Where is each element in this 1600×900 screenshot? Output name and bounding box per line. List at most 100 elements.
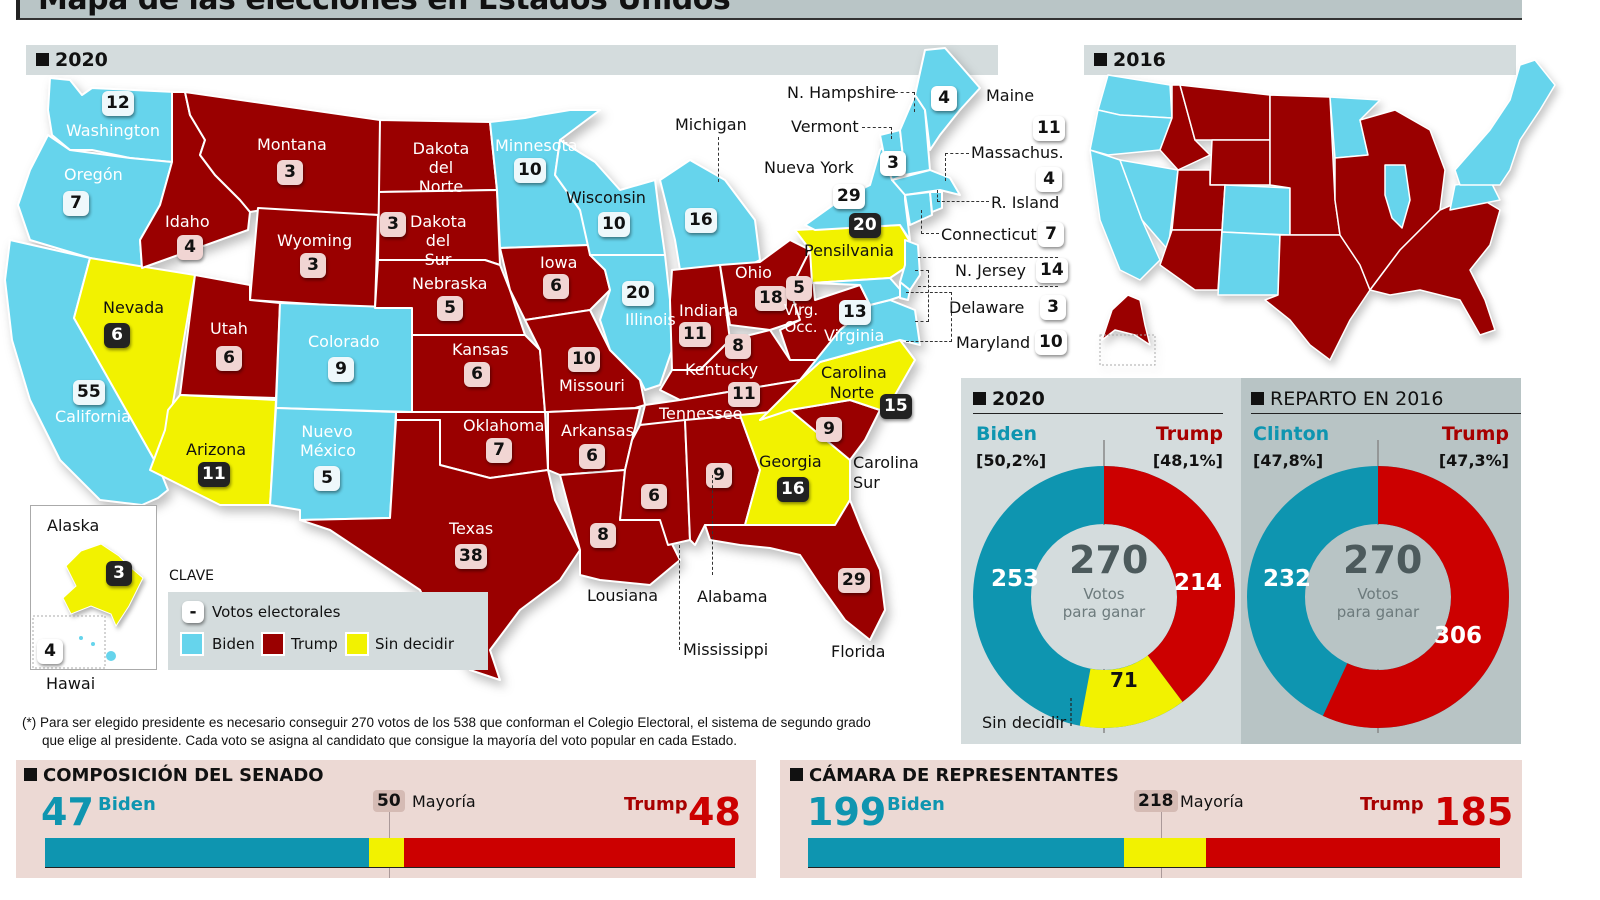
donut2016-hole [1306,525,1450,669]
label-nevada: Nevada [103,298,165,317]
legend-title: CLAVE [169,568,215,584]
hawaii-island [79,636,83,640]
badge-vermont: 3 [880,151,906,176]
donut2020-slice-trump[interactable] [973,466,1235,728]
badge-oklahoma: 7 [486,438,512,463]
label-southdakota: Dakota del Sur [410,212,467,269]
donut2020-chart [973,440,1235,733]
donut2016-chart [1247,440,1509,733]
donut2016-trump-value: 306 [1434,623,1483,649]
label-newjersey: N. Jersey [955,261,1026,280]
donut2016-slice-trump[interactable] [1247,466,1509,728]
label-iowa: Iowa [540,253,578,272]
label-florida: Florida [831,642,886,661]
mississippi-leader-line [679,545,680,650]
donut2016-center-value: 270 [1343,538,1423,582]
senate-panel: COMPOSICIÓN DEL SENADO 47 Biden 50 Mayor… [16,760,756,878]
label-california: California [55,407,131,426]
badge-alabama: 9 [706,463,732,488]
donut2016-header-label: REPARTO EN 2016 [1270,388,1444,410]
square-bullet-icon [36,53,49,66]
label-oregon: Oregón [64,165,123,184]
badge-missouri: 10 [568,347,600,372]
badge-montana: 3 [277,160,303,185]
badge-newjersey: 14 [1036,258,1068,283]
state-florida[interactable] [704,499,886,641]
house-bar [808,838,1500,868]
senate-trump-value: 48 [688,790,741,834]
senate-bar-trump [403,838,735,867]
label-louisiana: Lousiana [587,586,659,605]
square-bullet-icon [1094,53,1107,66]
badge-ohio: 18 [755,286,787,311]
donut-panel-2016: REPARTO EN 2016 Clinton [47,8%] Trump [4… [1241,378,1521,744]
label-montana: Montana [257,135,327,154]
map2016-header: 2016 [1084,45,1516,75]
badge-illinois: 20 [622,281,654,306]
house-title: CÁMARA DE REPRESENTANTES [790,765,1119,786]
state-texas[interactable] [299,419,581,681]
badge-minnesota: 10 [514,158,546,183]
senate-trump-label: Trump [624,794,688,815]
badge-colorado: 9 [328,357,354,382]
badge-alaska: 3 [106,561,132,586]
state-rhodeisland[interactable] [929,191,943,213]
label-georgia: Georgia [759,452,822,471]
state-alaska[interactable] [62,543,144,628]
donut2016-clinton-value: 232 [1263,566,1312,592]
badge-virginia: 13 [839,300,871,325]
senate-bar [45,838,735,868]
label-washington: Washington [66,121,161,140]
donut2020-center-label: Votos para ganar [1054,585,1154,621]
badge-iowa: 6 [543,274,569,299]
label-missouri: Missouri [559,376,625,395]
senate-bar-undecided [369,838,404,867]
state-hawaii[interactable] [106,651,116,661]
label-minnesota: Minnesota [495,136,578,155]
label-nebraska: Nebraska [412,274,488,293]
label-wisconsin: Wisconsin [566,188,646,207]
house-trump-label: Trump [1360,794,1424,815]
donut2016-header: REPARTO EN 2016 [1251,388,1521,414]
legend-votes-symbol: - [182,601,204,623]
state-maryland[interactable] [811,277,906,306]
badge-louisiana: 8 [590,523,616,548]
badge-washington: 12 [102,91,134,116]
badge-maryland: 10 [1035,330,1067,355]
badge-pennsylvania: 20 [849,213,881,238]
house-trump-value: 185 [1434,790,1514,834]
donut2020-trump-pct: [48,1%] [1152,451,1223,470]
label-wyoming: Wyoming [277,231,353,250]
newhampshire-leader-line [895,92,915,112]
label-newhampshire: N. Hampshire [787,83,896,102]
legend-swatch-undecided [345,632,369,656]
badge-michigan: 16 [685,208,717,233]
badge-mississippi: 6 [641,484,667,509]
label-kansas: Kansas [452,340,509,359]
senate-bar-biden [45,838,370,867]
label-massachusetts: Massachus. [971,143,1064,162]
square-bullet-icon [24,768,37,781]
label-utah: Utah [210,319,248,338]
badge-connecticut: 7 [1038,222,1064,247]
badge-tennessee: 11 [728,382,760,407]
center-label-line1: Votos [1357,585,1399,603]
senate-biden-label: Biden [98,794,156,815]
donut2020-slice-undecided[interactable] [973,466,1235,728]
house-bar-biden [808,838,1125,867]
map2016-northeast [1454,59,1556,186]
badge-texas: 38 [455,544,487,569]
state-connecticut[interactable] [904,191,933,226]
legend-label-undecided: Sin decidir [375,635,454,653]
footnote-line2: que elige al presidente. Cada voto se as… [42,733,737,748]
badge-idaho: 4 [177,235,203,260]
donut2020-hole [1032,525,1176,669]
footnote-line1: (*) Para ser elegido presidente es neces… [22,715,871,730]
donut2020-undecided-value: 71 [1110,668,1138,692]
house-biden-value: 199 [807,790,887,834]
state-wisconsin[interactable] [554,139,666,256]
state-delaware[interactable] [899,281,911,301]
label-newyork: Nueva York [764,158,854,177]
map2020-header-label: 2020 [55,49,108,71]
